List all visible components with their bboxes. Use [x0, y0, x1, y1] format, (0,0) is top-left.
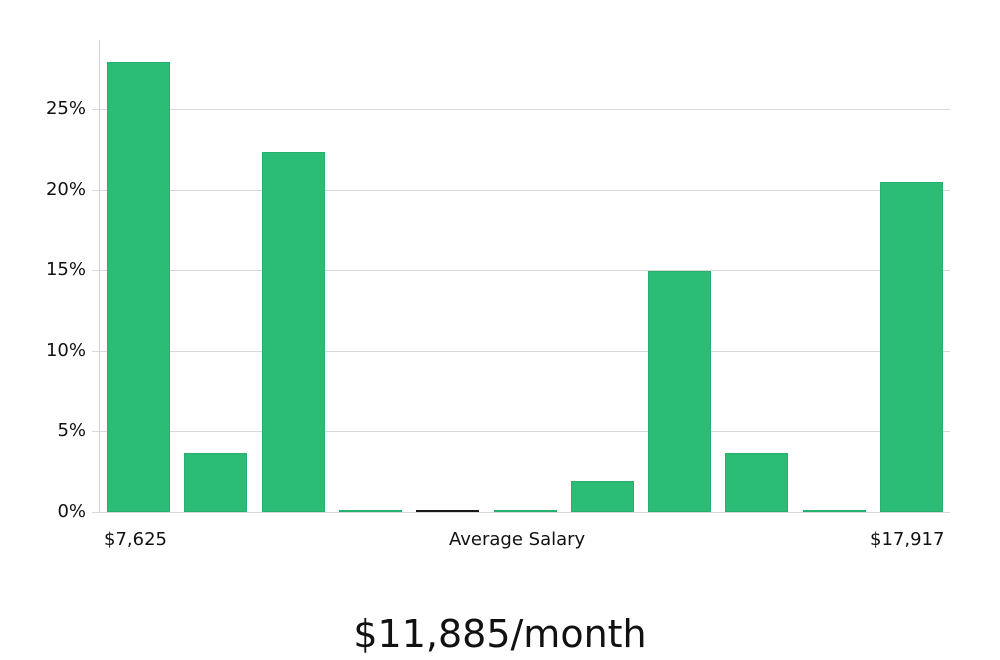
gridline-15 [92, 270, 950, 271]
gridline-0 [92, 512, 950, 513]
gridline-5 [92, 431, 950, 432]
y-tick-label: 15% [45, 259, 86, 280]
average-marker-bar [416, 510, 479, 512]
x-min-label: $7,625 [104, 529, 167, 550]
gridline-25 [92, 109, 950, 110]
histogram-bar [262, 152, 325, 512]
histogram-bar [880, 182, 943, 512]
y-tick-label: 5% [57, 420, 86, 441]
y-tick-label: 20% [45, 179, 86, 200]
histogram-bar [571, 481, 634, 512]
histogram-bar [803, 510, 866, 512]
y-axis-line [99, 40, 100, 513]
histogram-bar [725, 453, 788, 512]
average-salary-summary: $11,885/month [353, 612, 647, 656]
x-axis-title: Average Salary [449, 529, 586, 550]
y-tick-label: 0% [57, 501, 86, 522]
histogram-bar [339, 510, 402, 512]
y-tick-label: 10% [45, 340, 86, 361]
gridline-20 [92, 190, 950, 191]
y-tick-label: 25% [45, 98, 86, 119]
histogram-bar [494, 510, 557, 512]
histogram-bar [648, 271, 711, 512]
gridline-10 [92, 351, 950, 352]
histogram-bar [107, 62, 170, 512]
x-max-label: $17,917 [870, 529, 945, 550]
histogram-bar [184, 453, 247, 512]
